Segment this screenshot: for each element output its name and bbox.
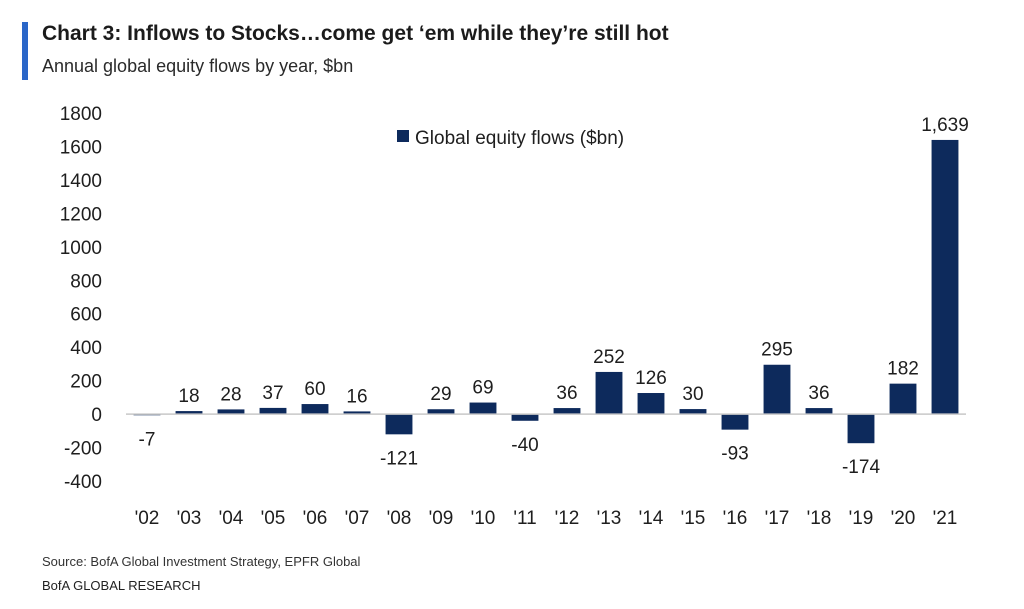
x-tick-label: '07	[345, 508, 370, 529]
x-tick-label: '12	[555, 508, 580, 529]
x-axis-ticks: '02 '03 '04 '05 '06 '07 '08 '09 '10 '11 '12 '13 '14 '…	[135, 508, 958, 529]
chart-subtitle: Annual global equity flows by year, $bn	[42, 56, 354, 76]
y-axis-ticks: 1800 1600 1400 1200 1000 800 600 400 200 0 -200 -40…	[60, 104, 102, 493]
y-tick-label: 200	[70, 372, 102, 393]
data-label: -93	[721, 444, 748, 465]
x-tick-label: '15	[681, 508, 706, 529]
bar	[847, 414, 875, 444]
bar	[889, 383, 917, 415]
bar	[637, 393, 665, 415]
x-tick-label: '08	[387, 508, 412, 529]
data-label: 1,639	[921, 115, 969, 136]
bar	[259, 407, 287, 415]
bar	[175, 411, 203, 415]
y-tick-label: 600	[70, 305, 102, 326]
x-tick-label: '18	[807, 508, 832, 529]
data-label: 182	[887, 359, 919, 380]
data-label: 18	[178, 386, 199, 407]
legend-label: Global equity flows ($bn)	[415, 128, 624, 149]
data-labels: -7 18 28 37 60 16 -121 29 69 -40 36 252 126 30 -93 295 3…	[139, 115, 969, 478]
data-label: -121	[380, 448, 418, 469]
y-tick-label: 0	[91, 405, 102, 426]
bar	[511, 414, 539, 421]
x-tick-label: '06	[303, 508, 328, 529]
y-tick-label: -400	[64, 472, 102, 493]
data-label: 60	[304, 379, 325, 400]
x-tick-label: '21	[933, 508, 958, 529]
x-tick-label: '03	[177, 508, 202, 529]
bar	[427, 409, 455, 415]
bar	[679, 409, 707, 415]
x-tick-label: '13	[597, 508, 622, 529]
x-tick-label: '04	[219, 508, 244, 529]
data-label: -40	[511, 435, 538, 456]
data-label: 252	[593, 347, 625, 368]
data-label: 126	[635, 368, 667, 389]
x-tick-label: '17	[765, 508, 790, 529]
bar	[385, 414, 413, 435]
y-tick-label: 1400	[60, 171, 102, 192]
bars	[133, 139, 959, 444]
data-label: 28	[220, 384, 241, 405]
data-label: 69	[472, 378, 493, 399]
y-tick-label: 400	[70, 338, 102, 359]
bar	[763, 364, 791, 415]
y-tick-label: 1000	[60, 238, 102, 259]
y-tick-label: 1600	[60, 137, 102, 158]
data-label: -7	[139, 429, 156, 450]
data-label: -174	[842, 457, 880, 478]
source-note: Source: BofA Global Investment Strategy,…	[42, 554, 361, 569]
data-label: 29	[430, 384, 451, 405]
legend: Global equity flows ($bn)	[397, 128, 624, 149]
data-label: 295	[761, 340, 793, 361]
data-label: 37	[262, 383, 283, 404]
bar	[721, 414, 749, 430]
bar	[301, 404, 329, 415]
bar	[469, 402, 497, 415]
y-tick-label: -200	[64, 439, 102, 460]
bar	[343, 411, 371, 415]
x-tick-label: '02	[135, 508, 160, 529]
data-label: 30	[682, 384, 703, 405]
x-tick-label: '16	[723, 508, 748, 529]
y-tick-label: 1800	[60, 104, 102, 125]
y-tick-label: 1200	[60, 204, 102, 225]
legend-swatch	[397, 130, 409, 142]
bar	[217, 409, 245, 415]
y-tick-label: 800	[70, 271, 102, 292]
title-accent-bar	[22, 22, 28, 80]
x-tick-label: '14	[639, 508, 664, 529]
bar	[805, 408, 833, 415]
data-label: 36	[808, 383, 829, 404]
data-label: 36	[556, 383, 577, 404]
x-tick-label: '11	[513, 508, 536, 529]
bar	[553, 408, 581, 415]
x-tick-label: '10	[471, 508, 496, 529]
bar	[931, 139, 959, 415]
x-tick-label: '09	[429, 508, 454, 529]
x-tick-label: '20	[891, 508, 916, 529]
data-label: 16	[346, 386, 367, 407]
x-tick-label: '05	[261, 508, 286, 529]
brand-footer: BofA GLOBAL RESEARCH	[42, 578, 201, 593]
bar	[595, 371, 623, 415]
chart-title: Chart 3: Inflows to Stocks…come get ‘em …	[42, 22, 669, 45]
x-tick-label: '19	[849, 508, 874, 529]
